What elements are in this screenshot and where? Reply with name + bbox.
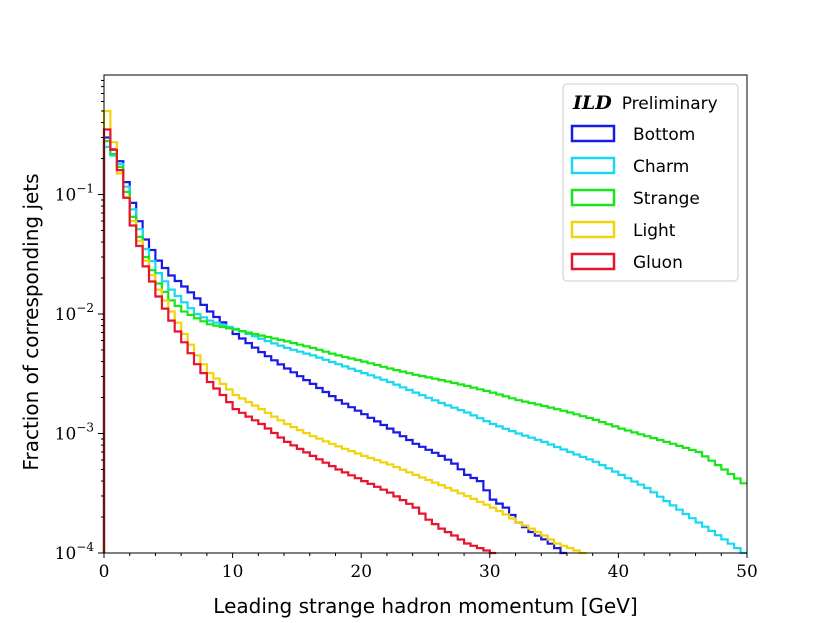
legend-label-light: Light bbox=[633, 221, 676, 241]
legend-label-bottom: Bottom bbox=[633, 125, 695, 145]
legend-label-gluon: Gluon bbox=[633, 253, 683, 273]
legend-swatch-gluon bbox=[570, 252, 616, 271]
series-gluon-line bbox=[102, 128, 497, 555]
legend: ILD Preliminary Bottom Charm Strange Light G… bbox=[562, 83, 739, 282]
x-tick-label: 0 bbox=[99, 562, 110, 582]
legend-items: Bottom Charm Strange Light Gluon bbox=[570, 124, 700, 273]
series-strange-line bbox=[102, 140, 747, 553]
legend-title: ILD Preliminary bbox=[572, 92, 718, 114]
y-axis-ticks: 10−4 10−3 10−2 10−1 bbox=[55, 79, 104, 564]
legend-label-charm: Charm bbox=[633, 157, 689, 177]
y-tick-label: 10−4 bbox=[55, 540, 95, 564]
series-bottom-line bbox=[102, 136, 567, 555]
x-tick-label: 10 bbox=[222, 562, 244, 582]
x-axis-ticks: 0 10 20 30 40 50 bbox=[99, 553, 758, 582]
legend-swatch-light bbox=[570, 220, 616, 239]
x-tick-label: 20 bbox=[350, 562, 372, 582]
series-charm-line bbox=[102, 145, 747, 555]
y-axis-label: Fraction of corresponding jets bbox=[19, 173, 43, 470]
legend-box bbox=[562, 83, 739, 282]
legend-title-ild: ILD bbox=[572, 92, 612, 114]
legend-swatch-charm bbox=[570, 156, 616, 175]
legend-swatch-bottom bbox=[570, 124, 616, 143]
x-axis-label: Leading strange hadron momentum [GeV] bbox=[213, 594, 637, 618]
legend-swatch-strange bbox=[570, 188, 616, 207]
y-tick-label: 10−2 bbox=[55, 301, 94, 325]
legend-label-strange: Strange bbox=[633, 189, 700, 209]
y-tick-label: 10−1 bbox=[55, 182, 94, 206]
x-tick-label: 30 bbox=[479, 562, 501, 582]
legend-title-preliminary: Preliminary bbox=[622, 94, 718, 114]
x-tick-label: 50 bbox=[736, 562, 758, 582]
y-tick-label: 10−3 bbox=[55, 421, 94, 445]
x-tick-label: 40 bbox=[608, 562, 630, 582]
series-layer bbox=[102, 109, 747, 555]
